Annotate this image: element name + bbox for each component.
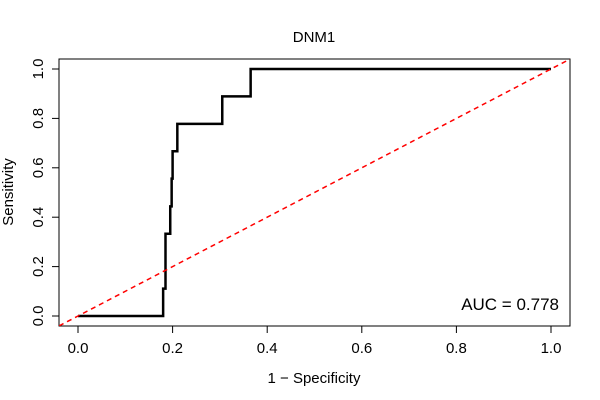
reference-diagonal-line <box>59 59 570 326</box>
y-tick-label: 0.8 <box>30 108 47 129</box>
x-tick-label: 1.0 <box>541 340 562 357</box>
y-tick-label: 0.4 <box>30 207 47 228</box>
y-tick-label: 1.0 <box>30 59 47 80</box>
y-tick-label: 0.2 <box>30 256 47 277</box>
x-tick-label: 0.6 <box>351 340 372 357</box>
x-axis-title: 1 − Specificity <box>268 370 361 387</box>
x-tick-label: 0.0 <box>68 340 89 357</box>
roc-curve-line <box>78 67 551 318</box>
auc-annotation: AUC = 0.778 <box>461 295 559 314</box>
x-tick-label: 0.4 <box>257 340 278 357</box>
y-tick-label: 0.6 <box>30 157 47 178</box>
y-axis-title: Sensitivity <box>0 158 17 226</box>
chart-title: DNM1 <box>293 29 336 46</box>
y-tick-label: 0.0 <box>30 306 47 327</box>
x-tick-label: 0.8 <box>446 340 467 357</box>
x-tick-label: 0.2 <box>162 340 183 357</box>
